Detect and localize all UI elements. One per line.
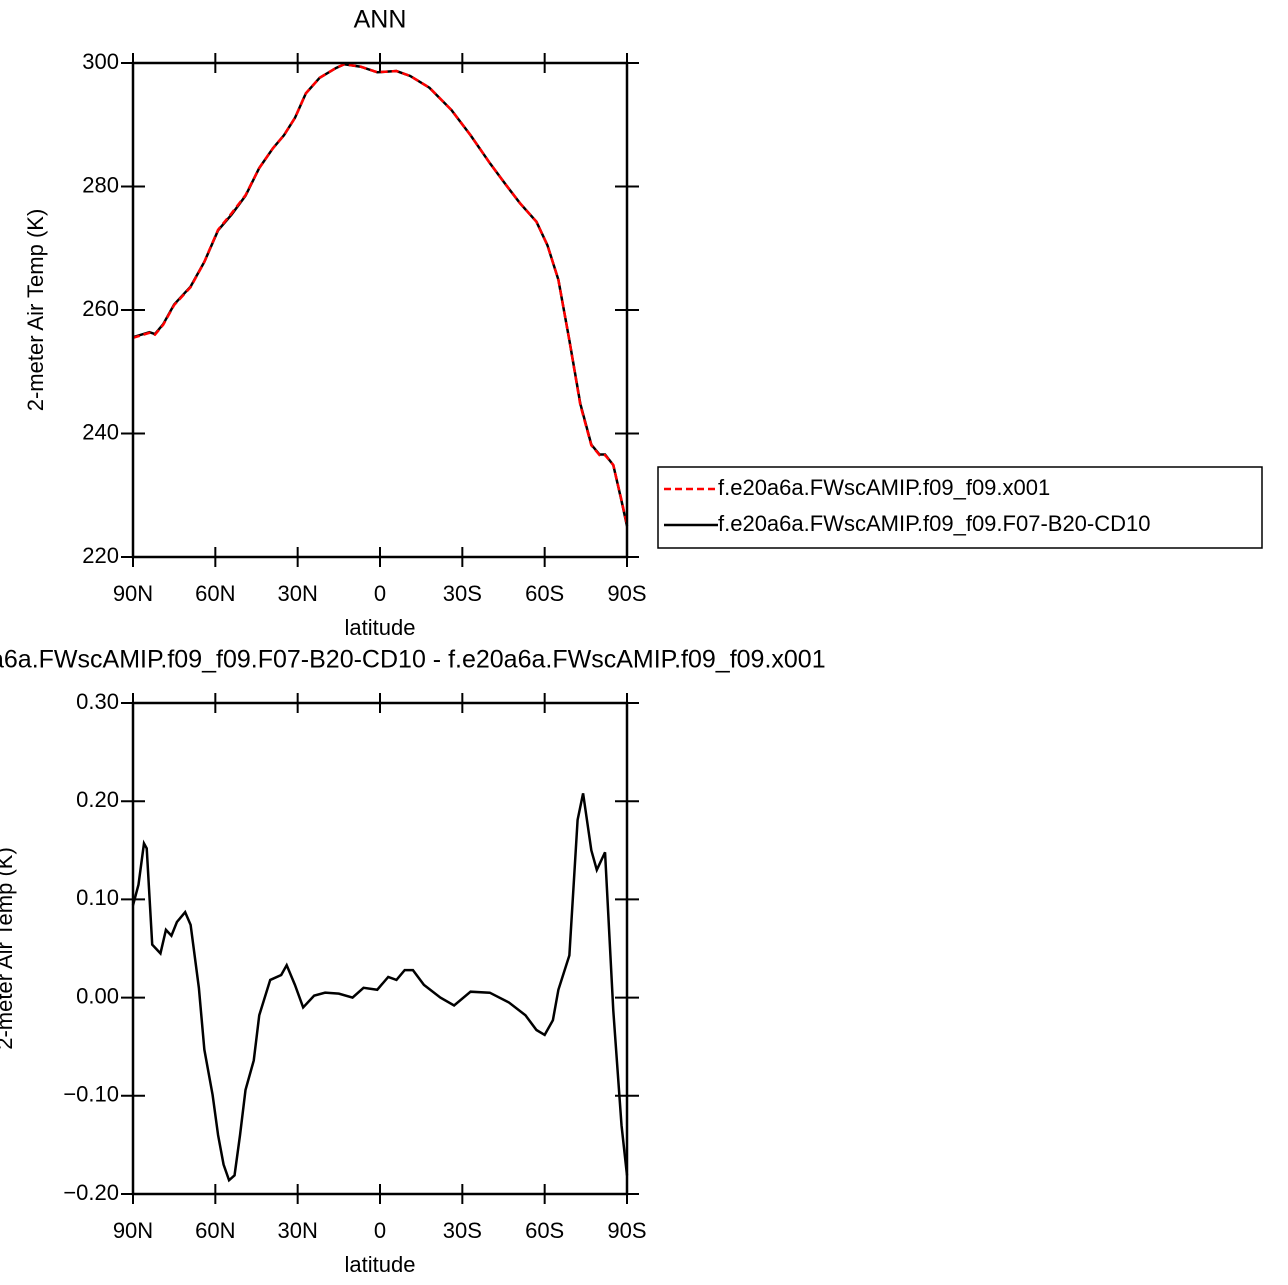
x-tick-label: 90S — [607, 581, 646, 606]
x-axis-label: latitude — [345, 1252, 416, 1277]
x-tick-label: 90S — [607, 1218, 646, 1243]
data-line — [132, 62, 629, 527]
y-tick-label: 300 — [82, 49, 119, 74]
x-tick-label: 60N — [195, 581, 235, 606]
legend-label: f.e20a6a.FWscAMIP.f09_f09.x001 — [718, 475, 1050, 500]
y-tick-label: −0.20 — [63, 1180, 119, 1205]
y-axis-label: 2-meter Air Temp (K) — [0, 847, 17, 1050]
y-tick-label: 220 — [82, 543, 119, 568]
x-tick-label: 30S — [443, 581, 482, 606]
x-tick-label: 90N — [113, 1218, 153, 1243]
y-tick-label: 280 — [82, 172, 119, 197]
legend-label: f.e20a6a.FWscAMIP.f09_f09.F07-B20-CD10 — [718, 511, 1150, 536]
x-tick-label: 30S — [443, 1218, 482, 1243]
x-tick-label: 60S — [525, 1218, 564, 1243]
y-tick-label: 0.10 — [76, 885, 119, 910]
plot-frame — [131, 61, 629, 559]
chart-title: f.e20a6a.FWscAMIP.f09_f09.F07-B20-CD10 -… — [0, 646, 826, 674]
x-axis-label: latitude — [345, 615, 416, 640]
x-tick-label: 30N — [277, 1218, 317, 1243]
data-line — [132, 62, 629, 526]
x-tick-label: 60S — [525, 581, 564, 606]
y-tick-label: 0.00 — [76, 983, 119, 1008]
legend-box — [657, 466, 1263, 549]
y-tick-label: 240 — [82, 419, 119, 444]
chart-title: ANN — [354, 6, 407, 34]
y-tick-label: 260 — [82, 296, 119, 321]
data-line — [131, 793, 629, 1183]
x-tick-label: 30N — [277, 581, 317, 606]
plot-frame — [131, 701, 629, 1196]
x-tick-label: 0 — [374, 581, 386, 606]
y-tick-label: −0.10 — [63, 1082, 119, 1107]
y-tick-label: 0.30 — [76, 689, 119, 714]
y-axis-label: 2-meter Air Temp (K) — [23, 209, 48, 412]
x-tick-label: 0 — [374, 1218, 386, 1243]
x-tick-label: 90N — [113, 581, 153, 606]
y-tick-label: 0.20 — [76, 787, 119, 812]
x-tick-label: 60N — [195, 1218, 235, 1243]
